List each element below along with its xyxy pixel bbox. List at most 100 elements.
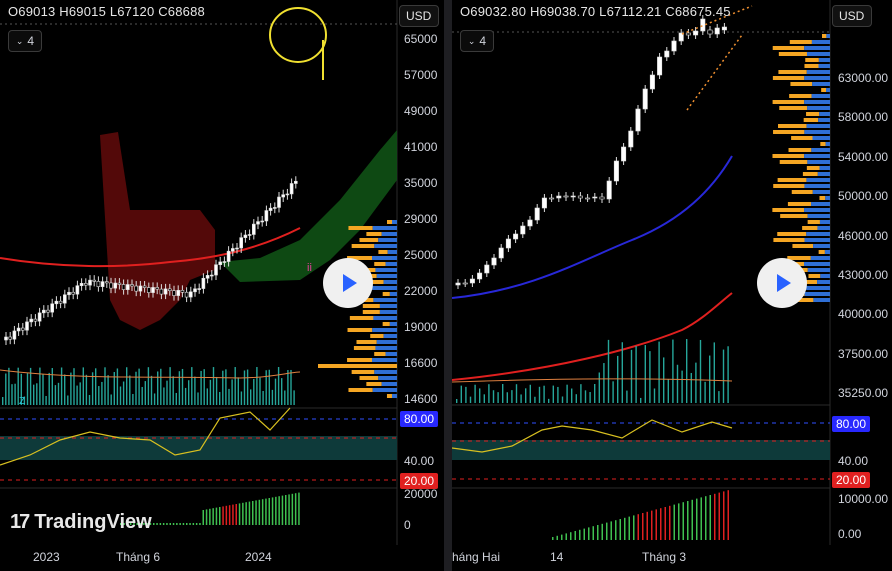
left-volume-profile-bar bbox=[347, 358, 373, 362]
left-macd-bar bbox=[189, 523, 191, 525]
left-macd-bar bbox=[182, 523, 185, 525]
left-rsi-band bbox=[0, 436, 397, 460]
left-volume-profile-bar bbox=[372, 328, 397, 332]
left-macd-bar bbox=[143, 523, 145, 525]
right-volume-profile-bar bbox=[806, 286, 830, 290]
left-candle-body bbox=[293, 180, 298, 184]
tradingview-watermark: 17 TradingView bbox=[10, 511, 152, 534]
right-interval-value: 4 bbox=[479, 34, 487, 48]
right-chart-canvas[interactable] bbox=[452, 0, 892, 571]
left-candle-body bbox=[62, 294, 67, 304]
left-candle-body bbox=[277, 196, 281, 208]
right-candle-body bbox=[664, 50, 670, 58]
left-candle-body bbox=[197, 288, 201, 290]
right-volume-bar bbox=[644, 345, 646, 403]
right-volume-bar bbox=[594, 384, 596, 403]
left-volume-profile-bar bbox=[374, 262, 386, 266]
left-volume-bar bbox=[178, 371, 181, 405]
tradingview-logo-icon: 17 bbox=[10, 511, 30, 533]
left-candle-body bbox=[54, 300, 59, 305]
right-macd-bar bbox=[552, 537, 554, 540]
right-candle-body bbox=[549, 197, 555, 200]
left-volume-profile-bar bbox=[351, 370, 375, 374]
right-volume-profile-bar bbox=[817, 280, 830, 284]
left-candle-body bbox=[285, 193, 290, 196]
right-candle-body bbox=[642, 88, 648, 110]
left-volume-bar bbox=[48, 372, 50, 405]
right-macd-bar bbox=[687, 501, 689, 540]
right-volume-profile-bar bbox=[789, 40, 812, 44]
right-macd-bar bbox=[633, 515, 635, 540]
left-volume-bar bbox=[26, 373, 29, 405]
left-currency-selector[interactable]: USD bbox=[399, 5, 439, 27]
right-volume-profile-bar bbox=[806, 178, 830, 182]
left-price-tick: 57000 bbox=[404, 68, 438, 82]
right-macd-bar bbox=[718, 492, 720, 540]
left-volume-profile-bar bbox=[387, 220, 392, 224]
left-volume-profile-bar bbox=[318, 364, 397, 368]
right-candle-body bbox=[707, 29, 713, 35]
panel-divider[interactable] bbox=[444, 0, 452, 571]
left-candle-body bbox=[109, 282, 113, 289]
left-time-tick-june: Tháng 6 bbox=[116, 550, 161, 564]
right-macd-bar bbox=[655, 509, 657, 540]
right-macd-bar bbox=[646, 511, 648, 540]
play-icon bbox=[343, 274, 357, 292]
left-chart-panel[interactable]: O69013 H69015 L67120 C68688 ⌄ 4 USD 6500… bbox=[0, 0, 444, 571]
left-volume-bar bbox=[2, 397, 4, 405]
left-play-button[interactable] bbox=[323, 258, 373, 308]
right-volume-bar bbox=[515, 384, 518, 403]
right-currency-selector[interactable]: USD bbox=[832, 5, 872, 27]
left-volume-bar bbox=[163, 387, 165, 405]
left-candle-body bbox=[58, 300, 63, 304]
chevron-down-icon: ⌄ bbox=[467, 35, 476, 46]
right-volume-bar bbox=[456, 399, 458, 403]
right-interval-badge[interactable]: ⌄ 4 bbox=[460, 30, 494, 52]
right-macd-bar bbox=[664, 507, 666, 540]
left-volume-bar bbox=[129, 375, 131, 405]
right-candle-body bbox=[599, 196, 605, 200]
right-volume-bar bbox=[534, 396, 536, 403]
left-volume-bar bbox=[203, 369, 205, 405]
left-candle-body bbox=[180, 290, 185, 293]
left-volume-bar bbox=[14, 383, 16, 405]
left-candle-body bbox=[176, 290, 180, 296]
left-candle-body bbox=[147, 287, 151, 293]
right-volume-profile-bar bbox=[789, 94, 812, 98]
left-annotation-circle bbox=[269, 7, 327, 63]
left-volume-profile-bar bbox=[387, 250, 397, 254]
left-volume-bar bbox=[172, 376, 174, 405]
right-candle-body bbox=[491, 257, 497, 266]
left-macd-bar bbox=[271, 497, 274, 525]
left-volume-bar bbox=[157, 371, 159, 405]
right-volume-profile-bar bbox=[779, 106, 808, 110]
left-candle-body bbox=[260, 220, 265, 223]
right-volume-bar bbox=[598, 372, 600, 403]
right-volume-profile-bar bbox=[806, 52, 830, 56]
left-macd-bar bbox=[133, 523, 135, 525]
left-candle-body bbox=[105, 281, 109, 284]
left-volume-bar bbox=[60, 367, 63, 405]
left-macd-bar bbox=[291, 493, 294, 525]
right-volume-profile-bar bbox=[824, 250, 830, 254]
right-chart-panel[interactable]: O69032.80 H69038.70 L67112.21 C68675.45 … bbox=[452, 0, 892, 571]
left-volume-profile-bar bbox=[373, 316, 397, 320]
right-macd-bar bbox=[574, 531, 576, 540]
left-candle-body bbox=[67, 291, 71, 296]
right-play-button[interactable] bbox=[757, 258, 807, 308]
left-volume-bar bbox=[281, 378, 283, 405]
left-candle-body bbox=[210, 274, 214, 277]
left-volume-bar bbox=[11, 384, 13, 405]
left-macd-bar bbox=[265, 498, 267, 525]
right-candle-body bbox=[685, 32, 691, 36]
left-candle-body bbox=[121, 284, 126, 290]
left-volume-bar bbox=[132, 393, 134, 405]
left-chart-canvas[interactable] bbox=[0, 0, 444, 571]
left-interval-badge[interactable]: ⌄ 4 bbox=[8, 30, 42, 52]
left-volume-bar bbox=[104, 367, 106, 405]
left-volume-profile-bar bbox=[374, 352, 386, 356]
left-price-tick: 19000 bbox=[404, 320, 438, 334]
left-candle-body bbox=[189, 291, 193, 298]
right-volume-profile-bar bbox=[804, 184, 830, 188]
right-volume-bar bbox=[709, 355, 711, 403]
